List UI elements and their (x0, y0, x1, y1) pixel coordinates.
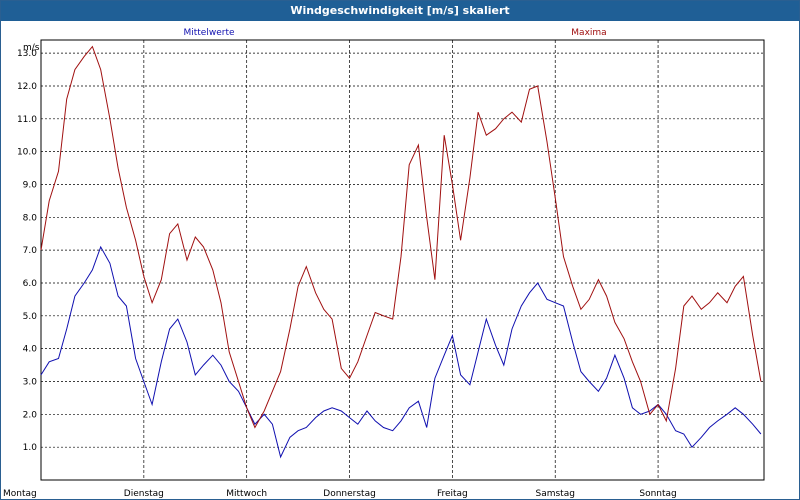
x-tick-labels: Montag12.06.17Dienstag13.06.17Mittwoch14… (3, 489, 677, 499)
y-tick-label: 11.0 (17, 115, 37, 125)
y-tick-labels: 1.0 2.0 3.0 4.0 5.0 6.0 7.0 8.0 9.0 10.0 11.0 12.0 1… (17, 49, 37, 453)
series-line-maxima (40, 45, 762, 429)
y-tick-label: 5.0 (23, 312, 38, 322)
x-tick-day: Sonntag (639, 489, 676, 499)
x-tick-day: Montag (3, 489, 37, 499)
grid (41, 40, 764, 480)
series-line-mittelwerte (40, 245, 762, 459)
y-tick-label: 10.0 (17, 148, 37, 158)
series-lines (40, 45, 762, 459)
y-axis-label: m/s (23, 43, 40, 53)
legend-maxima: Maxima (571, 28, 606, 38)
y-tick-label: 3.0 (23, 377, 38, 387)
x-tick-day: Freitag (437, 489, 468, 499)
x-tick-day: Donnerstag (323, 489, 376, 499)
y-tick-label: 4.0 (23, 345, 38, 355)
y-tick-label: 6.0 (23, 279, 38, 289)
y-tick-label: 2.0 (23, 410, 38, 420)
y-tick-label: 1.0 (23, 443, 38, 453)
y-tick-label: 12.0 (17, 82, 37, 92)
y-tick-label: 13.0 (17, 49, 37, 59)
y-tick-label: 9.0 (23, 180, 38, 190)
y-tick-label: 8.0 (23, 213, 38, 223)
window-title: Windgeschwindigkeit [m/s] skaliert (1, 1, 799, 21)
legend-mittelwerte: Mittelwerte (183, 28, 234, 38)
x-tick-day: Samstag (535, 489, 574, 499)
y-tick-label: 7.0 (23, 246, 38, 256)
wind-speed-chart: m/s Mittelwerte Maxima 1.0 2.0 3.0 4.0 5.0 6.… (3, 28, 765, 499)
x-tick-day: Dienstag (124, 489, 164, 499)
plot-area (40, 39, 765, 481)
x-tick-day: Mittwoch (226, 489, 267, 499)
